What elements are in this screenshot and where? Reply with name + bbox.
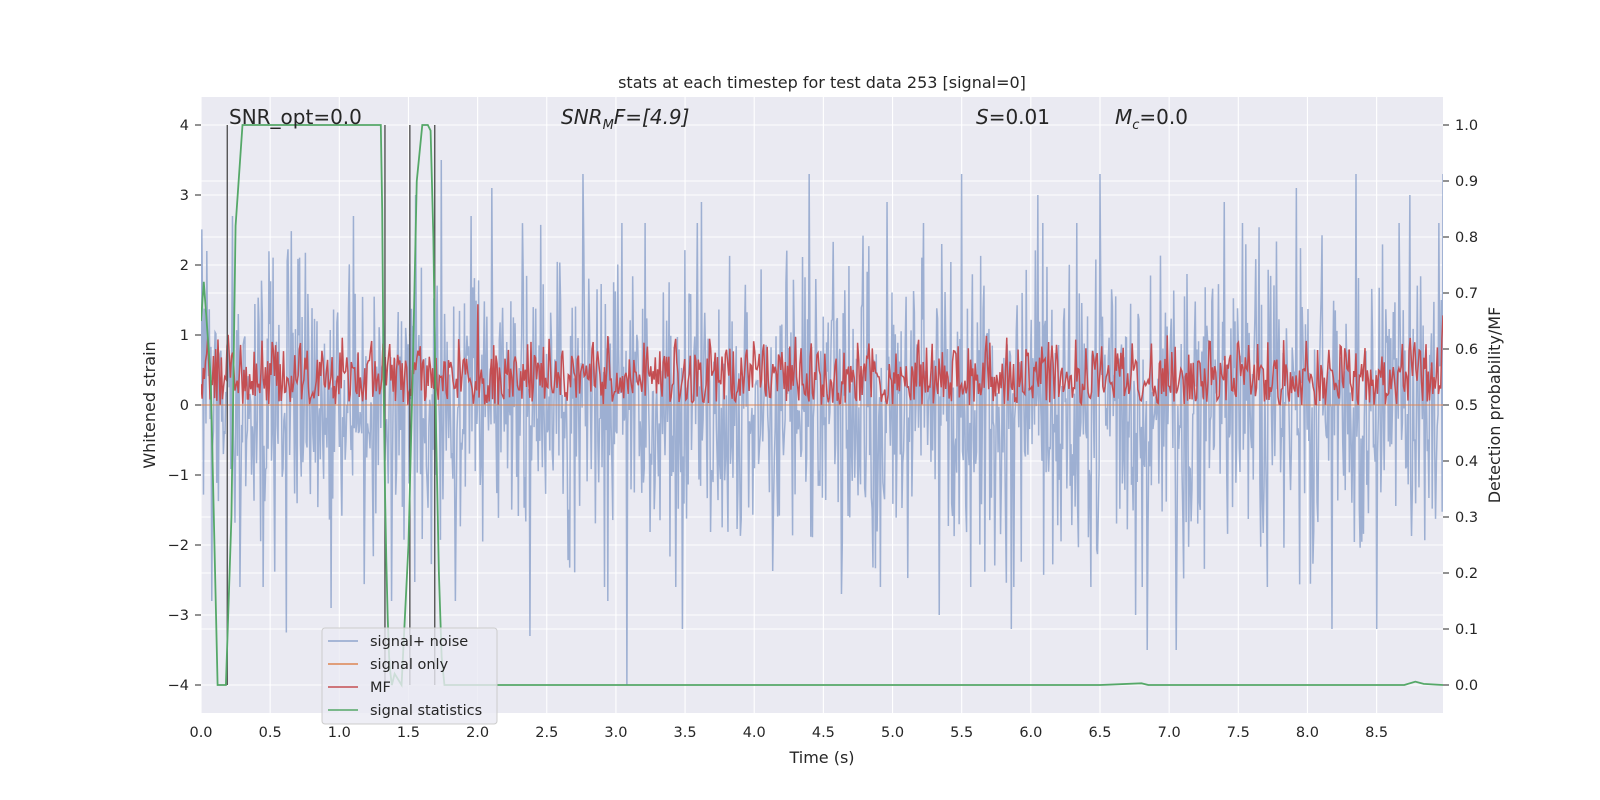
left-y-tick-label: 1 [180, 328, 189, 344]
x-tick-label: 8.0 [1296, 725, 1319, 741]
left-y-tick-label: −2 [168, 538, 189, 554]
data-layer [201, 124, 1443, 688]
x-tick-label: 2.0 [466, 725, 489, 741]
s-value: =0.01 [989, 105, 1050, 129]
x-tick-label: 7.0 [1158, 725, 1181, 741]
snr-opt-annotation: SNR_opt=0.0 [229, 105, 362, 129]
signal-noise-line [201, 159, 1443, 686]
snr-mf-annotation: SNRMF=[4.9] [561, 105, 689, 133]
legend-label-signal-only: signal only [370, 657, 449, 673]
legend: signal+ noise signal only MF signal stat… [321, 627, 498, 725]
right-y-tick-label: 0.4 [1455, 454, 1478, 470]
mc-annotation: Mc=0.0 [1115, 105, 1188, 133]
x-axis-label: Time (s) [788, 748, 854, 767]
x-tick-label: 0.5 [259, 725, 282, 741]
x-tick-label: 5.5 [950, 725, 973, 741]
x-tick-label: 8.5 [1365, 725, 1388, 741]
snr-mf-value: F=[4.9] [614, 105, 690, 129]
right-y-tick-label: 0.1 [1455, 622, 1478, 638]
right-y-tick-label: 0.6 [1455, 342, 1478, 358]
x-tick-label: 4.0 [743, 725, 766, 741]
x-tick-label: 2.5 [535, 725, 558, 741]
s-annotation: S=0.01 [976, 105, 1050, 129]
x-tick-label: 0.0 [189, 725, 212, 741]
chart-title: stats at each timestep for test data 253… [618, 73, 1026, 92]
left-y-tick-label: −3 [168, 608, 189, 624]
left-y-tick-label: 4 [180, 118, 189, 134]
right-y-tick-label: 0.2 [1455, 566, 1478, 582]
right-axis-ticks: 0.0 0.1 0.2 0.3 0.4 0.5 0.6 0.7 0.8 0.9 1.0 [1443, 118, 1478, 694]
mf-line [201, 304, 1443, 407]
right-y-tick-label: 0.0 [1455, 678, 1478, 694]
right-axis-label: Detection probability/MF [1485, 307, 1504, 504]
x-tick-label: 3.0 [604, 725, 627, 741]
right-y-tick-label: 0.5 [1455, 398, 1478, 414]
x-tick-label: 6.0 [1019, 725, 1042, 741]
x-tick-label: 1.5 [397, 725, 420, 741]
x-tick-label: 4.5 [812, 725, 835, 741]
signal-statistics-line [201, 124, 1443, 688]
x-tick-label: 6.5 [1088, 725, 1111, 741]
left-y-tick-label: 3 [180, 188, 189, 204]
right-y-tick-label: 0.8 [1455, 230, 1478, 246]
x-tick-label: 5.0 [881, 725, 904, 741]
left-axis-ticks: −4 −3 −2 −1 0 1 2 3 4 [168, 118, 201, 694]
legend-box [321, 627, 498, 725]
left-y-tick-label: −4 [168, 678, 189, 694]
mc-value: =0.0 [1139, 105, 1188, 129]
left-y-tick-label: 0 [180, 398, 189, 414]
snr-mf-subscript: M [603, 118, 614, 133]
legend-label-mf: MF [370, 680, 391, 696]
right-y-tick-label: 0.3 [1455, 510, 1478, 526]
right-y-tick-label: 0.7 [1455, 286, 1478, 302]
legend-label-signal-noise: signal+ noise [370, 634, 468, 650]
s-label: S [976, 105, 989, 129]
mc-label: M [1115, 105, 1132, 129]
mc-subscript: c [1132, 118, 1139, 133]
legend-label-signal-statistics: signal statistics [370, 703, 482, 719]
right-y-tick-label: 1.0 [1455, 118, 1478, 134]
left-y-tick-label: 2 [180, 258, 189, 274]
snr-mf-label: SNR [561, 105, 603, 129]
x-tick-label: 7.5 [1227, 725, 1250, 741]
left-y-tick-label: −1 [168, 468, 189, 484]
x-tick-label: 3.5 [674, 725, 697, 741]
x-tick-label: 1.0 [328, 725, 351, 741]
right-y-tick-label: 0.9 [1455, 174, 1478, 190]
left-axis-label: Whitened strain [140, 341, 159, 468]
x-axis-ticks: 0.0 0.5 1.0 1.5 2.0 2.5 3.0 3.5 4.0 4.5 5.0 5.5 6.0 6… [189, 725, 1388, 741]
